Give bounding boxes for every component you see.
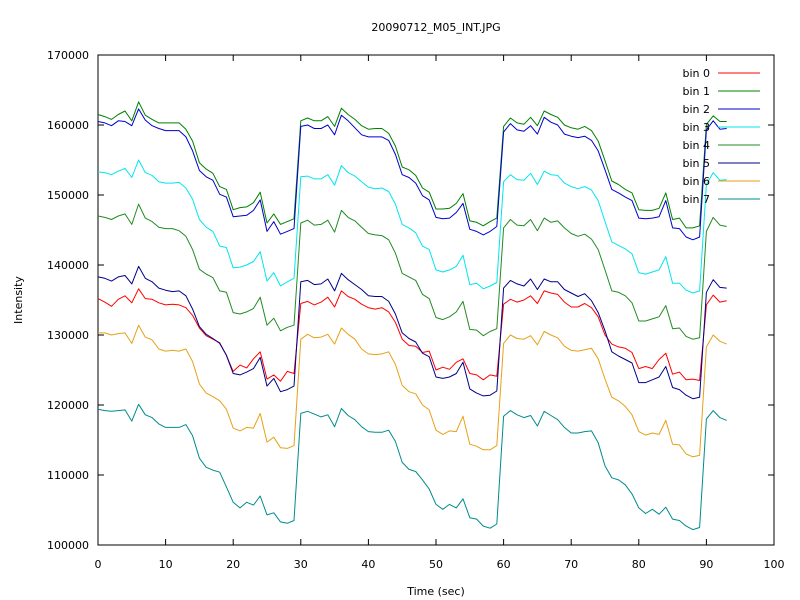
series-line-bin-1 — [97, 101, 727, 229]
y-axis-label: Intensity — [12, 276, 25, 324]
y-tick-label: 110000 — [47, 469, 89, 482]
legend-label: bin 7 — [682, 193, 710, 206]
x-axis-label: Time (sec) — [406, 585, 465, 598]
x-tick-label: 40 — [361, 558, 375, 571]
x-tick-label: 20 — [226, 558, 240, 571]
plot-frame — [97, 54, 775, 546]
series-line-bin-7 — [97, 403, 727, 531]
series-line-bin-4 — [97, 203, 727, 340]
series-line-bin-0 — [97, 288, 727, 382]
series-line-bin-6 — [98, 324, 727, 458]
legend: bin 0 bin 1 bin 2 bin 3 bin 4 bin 5 bin 6 bin 7 — [682, 67, 760, 206]
y-tick-label: 150000 — [47, 189, 89, 202]
series-lines — [97, 101, 727, 531]
legend-label: bin 0 — [682, 67, 710, 80]
legend-label: bin 5 — [682, 157, 710, 170]
y-tick-label: 130000 — [47, 329, 89, 342]
series-line-bin-3 — [97, 159, 727, 294]
x-tick-label: 0 — [95, 558, 102, 571]
x-tick-label: 90 — [699, 558, 713, 571]
y-tick-label: 100000 — [47, 539, 89, 552]
x-tick-label: 80 — [632, 558, 646, 571]
legend-label: bin 2 — [682, 103, 710, 116]
y-tick-label: 120000 — [47, 399, 89, 412]
y-tick-label: 170000 — [47, 49, 89, 62]
legend-label: bin 4 — [682, 139, 710, 152]
series-line-bin-5 — [97, 265, 727, 400]
x-tick-label: 60 — [497, 558, 511, 571]
x-tick-label: 70 — [564, 558, 578, 571]
x-tick-label: 10 — [159, 558, 173, 571]
legend-label: bin 3 — [682, 121, 710, 134]
series-line-bin-2 — [97, 108, 727, 241]
x-tick-label: 50 — [429, 558, 443, 571]
y-tick-label: 140000 — [47, 259, 89, 272]
chart-title: 20090712_M05_INT.JPG — [371, 21, 500, 34]
legend-label: bin 1 — [682, 85, 710, 98]
x-tick-label: 100 — [764, 558, 785, 571]
y-tick-label: 160000 — [47, 119, 89, 132]
axis-ticks: 0 10 20 30 40 50 60 70 80 90 100 100000 110000 120000… — [47, 49, 785, 571]
legend-label: bin 6 — [682, 175, 710, 188]
x-tick-label: 30 — [294, 558, 308, 571]
